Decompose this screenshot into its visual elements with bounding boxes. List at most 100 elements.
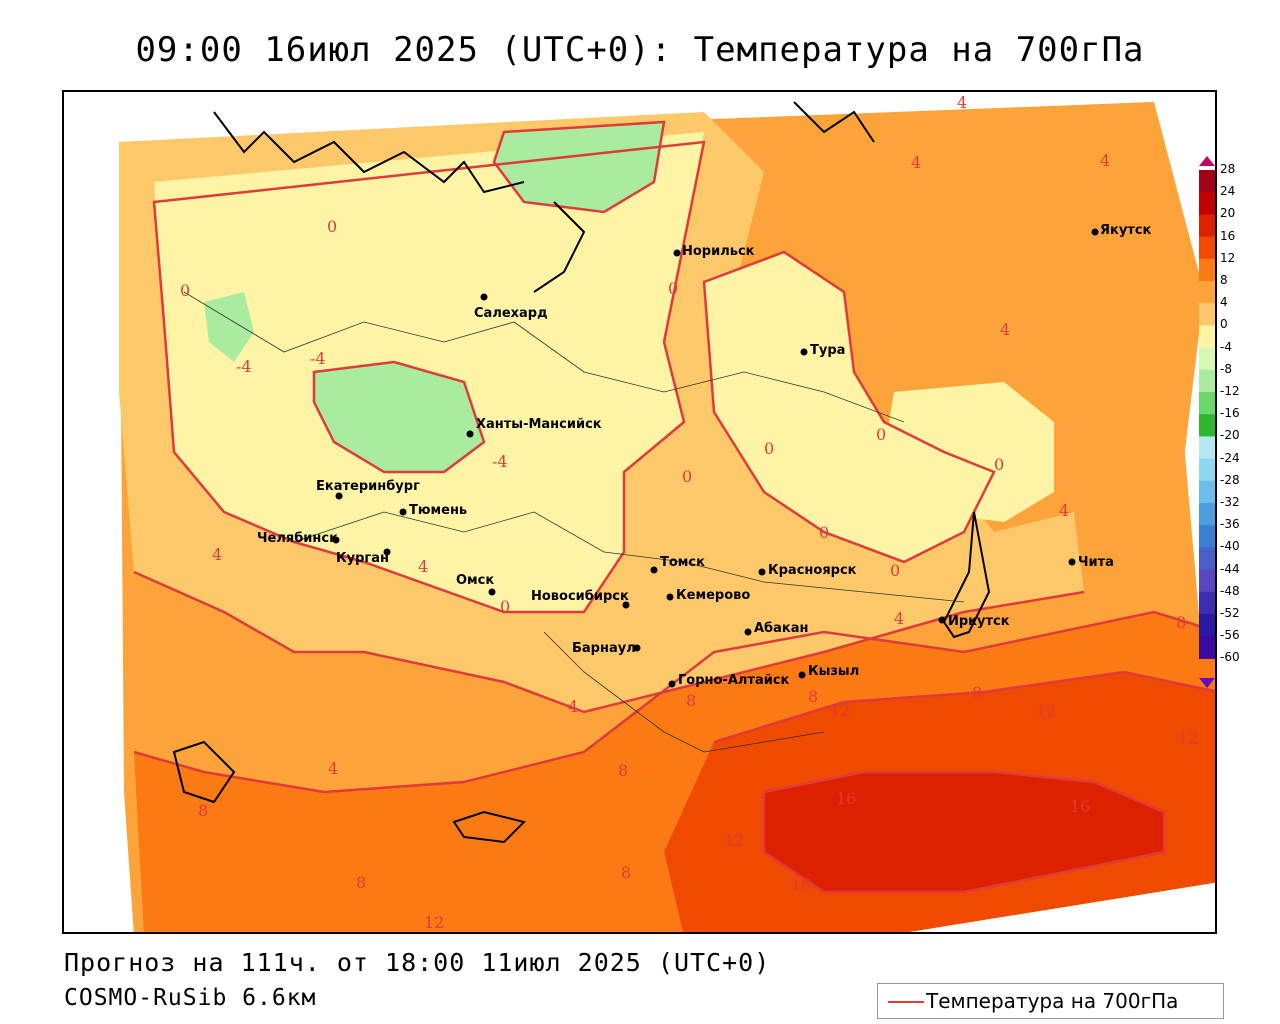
colorbar-tick-label: 16 bbox=[1220, 228, 1236, 243]
city-label: Чита bbox=[1078, 555, 1114, 570]
city-label: Салехард bbox=[474, 306, 548, 321]
isotherm-label: 8 bbox=[1176, 613, 1186, 632]
city-label: Кызыл bbox=[808, 664, 859, 679]
isotherm-label: 0 bbox=[668, 279, 678, 298]
colorbar-swatch bbox=[1199, 303, 1215, 326]
city-label: Ханты-Мансийск bbox=[476, 417, 602, 432]
colorbar-tick-label: 8 bbox=[1220, 273, 1228, 287]
colorbar-tick-label: -12 bbox=[1220, 384, 1240, 398]
isotherm-labels: 4 4 4 0 0 4 -4 -4 -4 0 0 0 0 0 0 4 0 4 4… bbox=[180, 93, 1198, 932]
isotherm-label: 8 bbox=[356, 873, 366, 892]
isotherm-label: 12 bbox=[830, 701, 850, 720]
city-label: Новосибирск bbox=[531, 589, 629, 604]
city-label: Тура bbox=[810, 343, 845, 358]
colorbar-swatch bbox=[1199, 236, 1215, 260]
colorbar-swatch bbox=[1199, 547, 1215, 571]
isotherm-label: 4 bbox=[911, 153, 921, 172]
legend-label: Температура на 700гПа bbox=[926, 989, 1179, 1013]
city-label: Курган bbox=[336, 551, 389, 566]
colorbar-swatch bbox=[1199, 636, 1215, 659]
isotherm-label: 0 bbox=[764, 439, 774, 458]
colorbar-swatch bbox=[1199, 480, 1215, 504]
isotherm-label: 0 bbox=[890, 561, 900, 580]
legend: Температура на 700гПа bbox=[877, 983, 1224, 1019]
page-title: 09:00 16июл 2025 (UTC+0): Температура на… bbox=[135, 30, 1145, 70]
city-label: Тюмень bbox=[409, 503, 467, 518]
city-label: Иркутск bbox=[948, 614, 1010, 629]
isotherm-label: 8 bbox=[686, 691, 696, 710]
colorbar bbox=[1199, 156, 1215, 688]
colorbar-swatch bbox=[1199, 614, 1215, 637]
colorbar-tick-label: 28 bbox=[1220, 162, 1236, 176]
city-label: Омск bbox=[456, 573, 494, 588]
colorbar-swatch bbox=[1199, 214, 1215, 238]
isotherm-label: 4 bbox=[568, 697, 578, 716]
isotherm-label: 12 bbox=[1178, 729, 1198, 748]
model-info: COSMO-RuSib 6.6км bbox=[64, 985, 317, 1011]
isotherm-label: 16 bbox=[791, 875, 811, 894]
city-markers: Норильск Якутск Салехард Тура Ханты-Манс… bbox=[257, 223, 1152, 688]
colorbar-tick-label: 20 bbox=[1220, 206, 1236, 221]
colorbar-tick-label: -52 bbox=[1220, 606, 1240, 620]
zone-minus4-west bbox=[314, 362, 484, 472]
colorbar-tick-label: -56 bbox=[1220, 628, 1240, 643]
isotherm-label: 8 bbox=[972, 683, 982, 702]
colorbar-swatch bbox=[1199, 436, 1215, 460]
colorbar-tick-label: -4 bbox=[1220, 339, 1232, 354]
city-label: Челябинск bbox=[257, 531, 338, 546]
colorbar-swatch bbox=[1199, 192, 1215, 215]
legend-line-swatch bbox=[888, 1001, 924, 1003]
isotherm-label: -4 bbox=[310, 349, 326, 368]
isotherm-label: 4 bbox=[328, 759, 338, 778]
city-label: Горно-Алтайск bbox=[678, 673, 790, 688]
isotherm-label: 4 bbox=[1059, 501, 1069, 520]
colorbar-swatch bbox=[1199, 281, 1215, 304]
city-label: Кемерово bbox=[676, 588, 750, 603]
city-label: Норильск bbox=[682, 244, 755, 259]
colorbar-swatch bbox=[1199, 369, 1215, 393]
colorbar-swatch bbox=[1199, 170, 1215, 193]
isotherm-label: 4 bbox=[418, 557, 428, 576]
isotherm-label: 4 bbox=[212, 545, 222, 564]
isotherm-label: 8 bbox=[618, 761, 628, 780]
zone-zero-east2 bbox=[884, 382, 1054, 522]
colorbar-swatches bbox=[1199, 170, 1215, 659]
zone-minus4-north bbox=[494, 122, 664, 212]
temperature-map: Норильск Якутск Салехард Тура Ханты-Манс… bbox=[119, 93, 1215, 932]
city-label: Барнаул bbox=[572, 641, 636, 656]
isotherm-label: 0 bbox=[500, 597, 510, 616]
colorbar-tick-label: 12 bbox=[1220, 250, 1236, 265]
isotherm-label: 16 bbox=[1070, 797, 1090, 816]
colorbar-tick-label: -32 bbox=[1220, 495, 1240, 509]
isotherm-label: 4 bbox=[957, 93, 967, 112]
isotherm-label: 0 bbox=[327, 217, 337, 236]
colorbar-swatch bbox=[1199, 392, 1215, 415]
isotherm-label: 4 bbox=[1100, 151, 1110, 170]
city-label: Екатеринбург bbox=[316, 479, 420, 494]
colorbar-tick-label: 24 bbox=[1220, 184, 1236, 199]
zone-minus4-nw bbox=[204, 292, 254, 362]
colorbar-swatch bbox=[1199, 503, 1215, 526]
isotherm-label: 4 bbox=[1000, 320, 1010, 339]
colorbar-tick-label: -20 bbox=[1220, 428, 1240, 443]
city-label: Якутск bbox=[1100, 223, 1152, 238]
colorbar-tick-label: -16 bbox=[1220, 406, 1240, 421]
colorbar-swatch bbox=[1199, 258, 1215, 282]
colorbar-swatch bbox=[1199, 591, 1215, 615]
colorbar-tick-label: 0 bbox=[1220, 317, 1228, 332]
isotherm-label: 0 bbox=[876, 425, 886, 444]
colorbar-bottom-arrow bbox=[1199, 678, 1215, 688]
colorbar-tick-label: 4 bbox=[1220, 295, 1228, 310]
colorbar-swatch bbox=[1199, 458, 1215, 482]
isotherm-label: 0 bbox=[682, 467, 692, 486]
colorbar-swatch bbox=[1199, 414, 1215, 437]
isotherm-label: 0 bbox=[819, 523, 829, 542]
colorbar-tick-label: -28 bbox=[1220, 472, 1240, 487]
isotherm-label: -4 bbox=[236, 357, 252, 376]
colorbar-tick-label: -24 bbox=[1220, 450, 1240, 465]
forecast-info: Прогноз на 111ч. от 18:00 11июл 2025 (UT… bbox=[64, 948, 771, 977]
colorbar-tick-label: -40 bbox=[1220, 539, 1240, 554]
isotherm-label: 0 bbox=[994, 455, 1004, 474]
isotherm-label: 12 bbox=[1036, 701, 1056, 720]
isotherm-label: 16 bbox=[836, 789, 856, 808]
